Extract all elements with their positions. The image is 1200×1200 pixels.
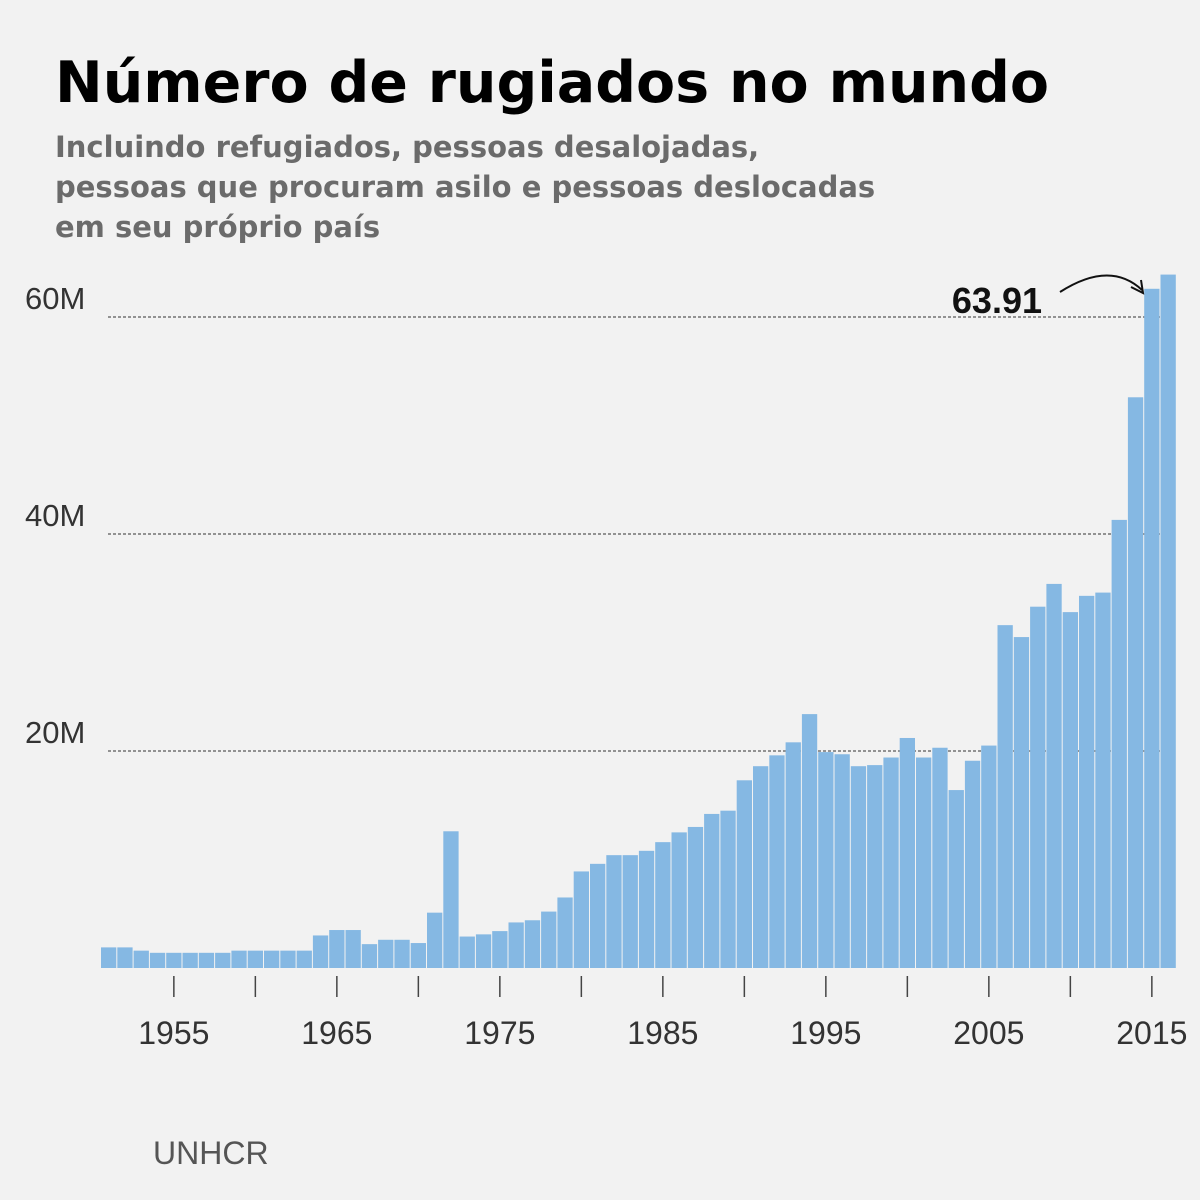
arrowhead-icon (1130, 279, 1145, 295)
bar-1978 (541, 911, 557, 968)
bar-1967 (361, 944, 378, 968)
bar-1952 (117, 947, 133, 968)
subtitle-line-3: em seu próprio país (55, 210, 381, 244)
bar-2005 (981, 745, 997, 968)
source-label: UNHCR (153, 1135, 269, 1171)
bar-2007 (1013, 637, 1030, 968)
bar-1969 (394, 939, 410, 968)
bar-2009 (1046, 583, 1062, 968)
chart-subtitle: Incluindo refugiados, pessoas desalojada… (55, 127, 1055, 247)
bar-1958 (215, 952, 231, 968)
bar-1993 (785, 742, 801, 968)
subtitle-line-1: Incluindo refugiados, pessoas desalojada… (55, 130, 760, 164)
bar-1985 (655, 842, 671, 968)
bar-1973 (459, 936, 475, 968)
x-tick-label: 1975 (464, 1015, 535, 1051)
bar-1987 (687, 826, 704, 968)
bar-1971 (427, 912, 443, 968)
bar-2000 (899, 737, 915, 968)
bar-1981 (590, 863, 606, 968)
bar-1989 (720, 810, 736, 968)
bar-1984 (638, 850, 655, 968)
y-tick-label: 60M (25, 281, 85, 316)
bar-1953 (133, 950, 149, 968)
x-tick-label: 1965 (301, 1015, 372, 1051)
bar-1965 (329, 930, 345, 968)
x-tick-label: 2005 (953, 1015, 1024, 1051)
bar-1951 (101, 947, 117, 968)
bar-2010 (1062, 612, 1078, 968)
bar-1961 (264, 950, 280, 968)
bar-1976 (508, 922, 524, 968)
bar-1954 (149, 952, 166, 968)
bar-1979 (557, 897, 573, 968)
bar-1959 (231, 950, 247, 968)
bar-1995 (818, 752, 834, 968)
bar-1996 (834, 754, 850, 968)
bar-2014 (1127, 397, 1144, 968)
bar-1990 (736, 780, 752, 968)
x-tick-label: 2015 (1116, 1015, 1187, 1051)
bar-1980 (573, 871, 589, 968)
annotation-arrow-icon (1059, 274, 1143, 293)
bar-2002 (932, 747, 948, 968)
bar-1975 (492, 931, 508, 968)
bar-2016 (1160, 274, 1176, 968)
bar-1955 (166, 952, 182, 968)
bar-1968 (378, 939, 394, 968)
bar-2011 (1079, 595, 1095, 968)
bar-1972 (443, 831, 459, 968)
bar-2003 (948, 790, 964, 968)
peak-value-label: 63.91 (952, 280, 1042, 321)
bar-1994 (801, 714, 818, 968)
bar-1974 (475, 934, 492, 968)
bar-1982 (606, 855, 622, 968)
bar-1957 (198, 952, 215, 968)
bar-2008 (1030, 606, 1046, 968)
bar-2001 (916, 757, 932, 968)
bar-2013 (1111, 519, 1127, 968)
bar-2015 (1144, 288, 1160, 968)
bar-2006 (997, 625, 1013, 968)
x-tick-label: 1995 (790, 1015, 861, 1051)
x-tick-label: 1955 (138, 1015, 209, 1051)
bar-1986 (671, 832, 687, 968)
subtitle-line-2: pessoas que procuram asilo e pessoas des… (55, 170, 876, 204)
y-tick-label: 40M (25, 498, 85, 533)
bar-1992 (769, 755, 785, 968)
bar-1983 (622, 855, 638, 968)
bar-2012 (1095, 592, 1111, 968)
bar-1999 (883, 757, 899, 968)
bar-1970 (410, 943, 426, 968)
bar-1998 (867, 765, 883, 968)
x-tick-label: 1985 (627, 1015, 698, 1051)
bar-1991 (753, 766, 769, 968)
bar-1988 (704, 813, 720, 968)
bar-1963 (296, 950, 312, 968)
bar-1962 (280, 950, 296, 968)
bar-1977 (524, 920, 541, 968)
bar-1997 (850, 766, 867, 968)
bar-1960 (247, 950, 263, 968)
bar-1964 (312, 935, 329, 968)
bar-1966 (345, 930, 361, 968)
y-tick-label: 20M (25, 715, 85, 750)
bar-2004 (964, 760, 981, 968)
chart-title: Número de rugiados no mundo (55, 50, 1050, 116)
bar-1956 (182, 952, 198, 968)
